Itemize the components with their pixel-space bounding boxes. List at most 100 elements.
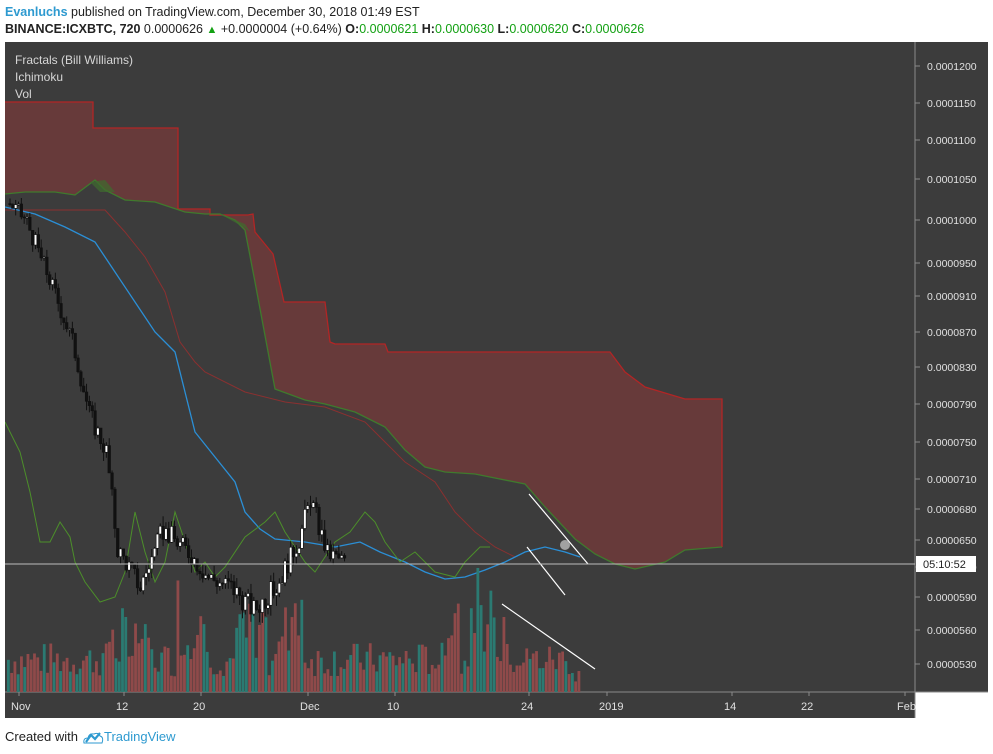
- volume-bar: [505, 643, 509, 692]
- indicator-volume[interactable]: Vol: [15, 87, 32, 101]
- time-tick-label: 14: [724, 701, 736, 713]
- volume-bar: [173, 676, 177, 692]
- candle-body: [65, 322, 69, 330]
- volume-bar: [72, 664, 75, 692]
- candle-body: [133, 564, 137, 570]
- candle-body: [16, 203, 21, 206]
- volume-bar: [277, 641, 281, 692]
- volume-bar: [153, 667, 157, 692]
- candle-body: [215, 580, 219, 587]
- volume-bar: [479, 605, 483, 692]
- candle-body: [260, 598, 264, 613]
- candle-body: [249, 593, 253, 615]
- tradingview-logo[interactable]: TradingView: [82, 729, 176, 744]
- volume-bar: [313, 676, 317, 692]
- ichimoku-lagging-span: [5, 421, 490, 603]
- volume-bar: [469, 608, 473, 692]
- volume-bar: [81, 660, 85, 692]
- volume-bar: [186, 645, 190, 692]
- volume-bar: [541, 668, 545, 692]
- candle-body: [99, 427, 103, 444]
- volume-bar: [456, 603, 460, 692]
- volume-bar: [460, 673, 463, 692]
- volume-bar: [430, 664, 434, 692]
- high-label: H:: [421, 22, 435, 36]
- volume-bar: [329, 675, 333, 692]
- candle-body: [334, 550, 338, 555]
- volume-bar: [127, 656, 131, 692]
- candle-body: [175, 538, 179, 547]
- candle-body: [67, 328, 72, 330]
- price-tick-label: 0.0000710: [927, 474, 977, 486]
- volume-bar: [535, 651, 538, 692]
- volume-bar: [218, 670, 222, 692]
- price-tick-label: 0.0000750: [927, 437, 977, 449]
- volume-bar: [499, 661, 503, 692]
- volume-bar: [482, 651, 486, 692]
- volume-bar: [13, 661, 17, 692]
- time-tick-label: 10: [387, 701, 399, 713]
- candle-body: [303, 509, 307, 529]
- volume-bar: [518, 665, 522, 692]
- volume-bar: [512, 671, 516, 692]
- volume-bar: [26, 653, 30, 692]
- volume-bar: [65, 657, 69, 692]
- ichimoku-cloud: [5, 102, 722, 569]
- candle-body: [96, 427, 100, 436]
- volume-bar: [453, 613, 457, 692]
- price-tick-label: 0.0001150: [927, 98, 976, 110]
- volume-bar: [196, 634, 199, 692]
- published-text: published on TradingView.com, December 3…: [71, 5, 420, 19]
- volume-bar: [238, 614, 242, 692]
- candle-body: [263, 598, 267, 609]
- price-badge-text: 05:10:52: [923, 559, 966, 571]
- volume-bar: [114, 658, 118, 692]
- volume-bar: [515, 665, 519, 692]
- time-tick-label: 24: [521, 701, 533, 713]
- volume-bar: [368, 643, 372, 692]
- candle-body: [84, 391, 89, 402]
- chart-panel[interactable]: 0.0001200 0.0001150 0.0001100 0.0001050 0.00…: [5, 42, 988, 718]
- candle-body: [187, 545, 191, 558]
- volume-bar: [398, 657, 401, 692]
- candle-body: [48, 274, 52, 285]
- author-link[interactable]: Evanluchs: [5, 5, 68, 19]
- candle-body: [158, 525, 162, 535]
- candle-body: [107, 445, 111, 474]
- chart-svg[interactable]: 0.0001200 0.0001150 0.0001100 0.0001050 0.00…: [5, 42, 988, 718]
- volume-bar: [121, 608, 124, 692]
- volume-bar: [531, 653, 535, 692]
- volume-bar: [319, 657, 323, 692]
- volume-bar: [68, 671, 72, 692]
- volume-bar: [88, 650, 92, 692]
- volume-bar: [375, 671, 379, 692]
- volume-bar: [124, 616, 128, 692]
- indicator-fractals[interactable]: Fractals (Bill Williams): [15, 53, 133, 67]
- candle-body: [317, 506, 321, 536]
- price-change: +0.0000004 (+0.64%): [220, 22, 342, 36]
- volume-bar: [316, 651, 320, 692]
- candle-body: [59, 303, 63, 319]
- volume-bar: [111, 629, 115, 692]
- ichimoku-cloud-green-2: [90, 180, 115, 192]
- close-value: 0.0000626: [585, 22, 645, 36]
- volume-bar: [254, 657, 258, 692]
- candle-body: [178, 541, 182, 547]
- volume-bar: [486, 624, 490, 692]
- ohlc-legend: BINANCE:ICXBTC, 720 0.0000626 ▲ +0.00000…: [5, 22, 644, 36]
- volume-bar: [447, 638, 450, 692]
- volume-bar: [134, 623, 137, 692]
- volume-bar: [414, 672, 418, 692]
- candle-body: [308, 505, 313, 508]
- volume-bar: [98, 675, 102, 692]
- time-scale-bg: [5, 692, 915, 718]
- volume-bar: [75, 674, 79, 692]
- indicator-ichimoku[interactable]: Ichimoku: [15, 70, 64, 84]
- volume-bar: [179, 655, 183, 692]
- volume-bar: [222, 675, 225, 692]
- volume-bar: [287, 650, 291, 692]
- price-tick-label: 0.0000790: [927, 399, 977, 411]
- volume-bar: [261, 611, 265, 692]
- candle-body: [73, 332, 77, 359]
- volume-bar: [170, 675, 173, 692]
